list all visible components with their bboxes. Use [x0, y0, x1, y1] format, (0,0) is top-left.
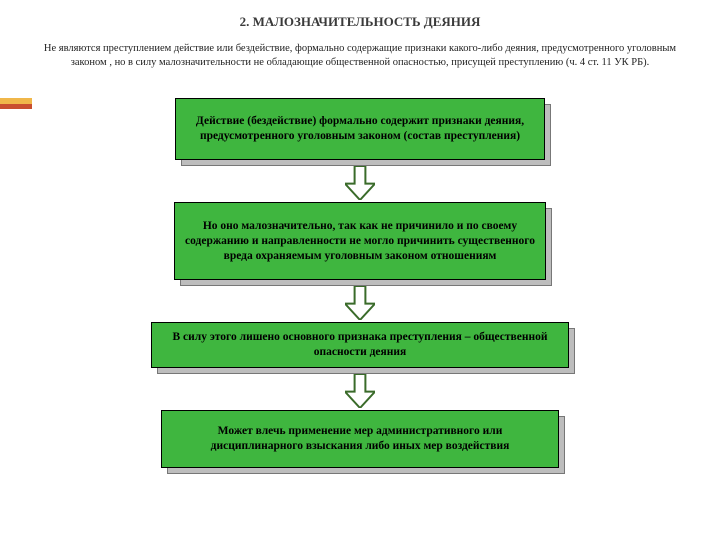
intro-text: Не являются преступлением действие или б… [0, 38, 720, 80]
down-arrow-icon [345, 374, 375, 408]
flow-node: В силу этого лишено основного признака п… [151, 322, 569, 368]
accent-bar [0, 98, 32, 109]
flow-node-label: Но оно малозначительно, так как не причи… [174, 202, 546, 280]
page-title: 2. МАЛОЗНАЧИТЕЛЬНОСТЬ ДЕЯНИЯ [0, 0, 720, 38]
down-arrow-icon [345, 286, 375, 320]
flow-node-label: В силу этого лишено основного признака п… [151, 322, 569, 368]
flowchart: Действие (бездействие) формально содержи… [0, 98, 720, 468]
flow-node-label: Действие (бездействие) формально содержи… [175, 98, 545, 160]
down-arrow-icon [345, 166, 375, 200]
flow-node: Действие (бездействие) формально содержи… [175, 98, 545, 160]
flow-node: Может влечь применение мер административ… [161, 410, 559, 468]
flow-node: Но оно малозначительно, так как не причи… [174, 202, 546, 280]
flow-node-label: Может влечь применение мер административ… [161, 410, 559, 468]
